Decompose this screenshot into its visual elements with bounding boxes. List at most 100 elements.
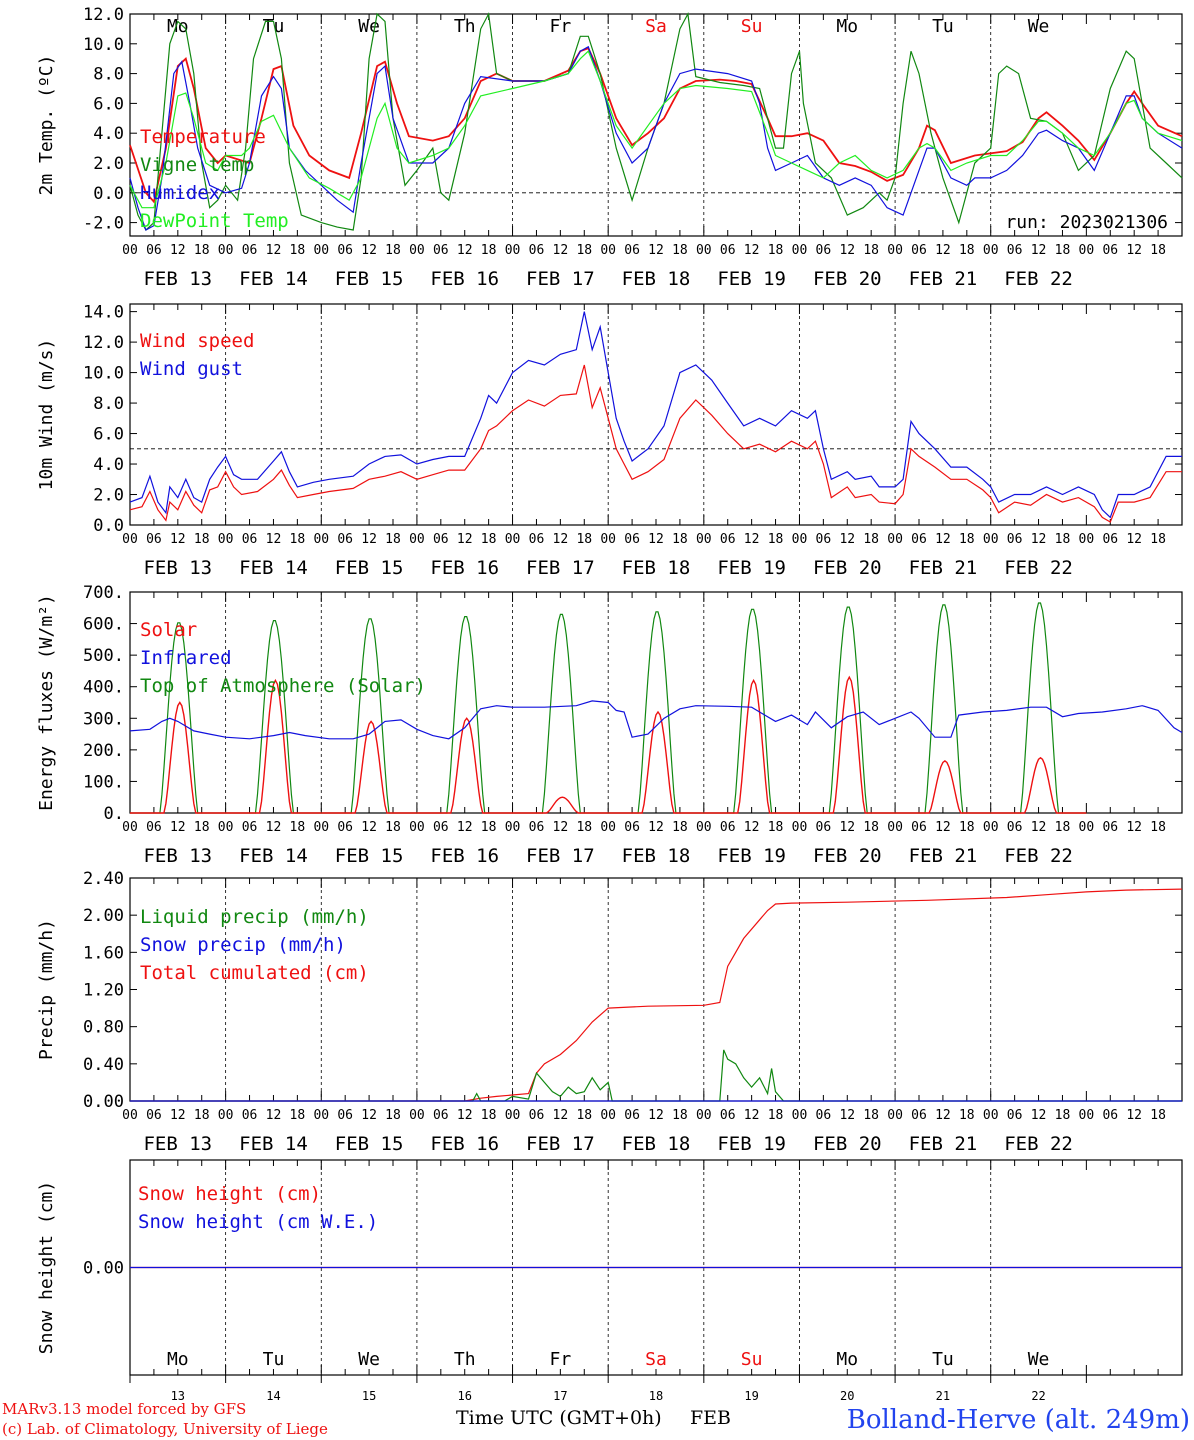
legend-entry: Wind gust bbox=[140, 358, 243, 380]
hour-tick-label: 12 bbox=[1031, 820, 1047, 835]
hour-tick-label: 18 bbox=[959, 1108, 975, 1123]
hour-tick-label: 00 bbox=[313, 532, 329, 547]
hour-tick-label: 18 bbox=[290, 532, 306, 547]
hour-tick-label: 12 bbox=[1126, 532, 1142, 547]
hour-tick-label: 00 bbox=[696, 243, 712, 258]
temperature-series-line bbox=[129, 47, 1183, 204]
y-tick-label: 200. bbox=[83, 741, 124, 761]
weekday-label: We bbox=[1028, 16, 1050, 37]
weekday-label: Su bbox=[741, 1349, 763, 1370]
hour-tick-label: 12 bbox=[839, 243, 855, 258]
toa-series-line bbox=[895, 604, 991, 814]
date-label: FEB 16 bbox=[430, 1133, 499, 1155]
hour-tick-label: 06 bbox=[433, 243, 449, 258]
gust-series-line bbox=[129, 311, 1182, 519]
hour-tick-label: 18 bbox=[863, 1108, 879, 1123]
dewpoint-series-line bbox=[129, 50, 1183, 209]
y-axis-label: Energy fluxes (W/m²) bbox=[36, 594, 57, 811]
y-tick-label: 0.00 bbox=[83, 1259, 124, 1279]
hour-tick-label: 12 bbox=[1031, 243, 1047, 258]
hour-tick-label: 12 bbox=[170, 1108, 186, 1123]
hour-tick-label: 12 bbox=[744, 532, 760, 547]
toa-series-line bbox=[130, 622, 226, 814]
y-tick-label: 400. bbox=[83, 678, 124, 698]
weekday-label: Tu bbox=[263, 1349, 285, 1370]
precip-panel: 0.00 0.40 0.80 1.20 1.60 2.00 2.40 Precip (mm/h… bbox=[36, 869, 1183, 1155]
weekday-label: Mo bbox=[836, 1349, 858, 1370]
solar-series-line bbox=[895, 760, 991, 814]
hour-tick-label: 12 bbox=[266, 1108, 282, 1123]
hour-tick-label: 00 bbox=[696, 820, 712, 835]
solar-series-line bbox=[321, 720, 417, 814]
weekday-label: Su bbox=[741, 16, 763, 37]
y-tick-label: 500. bbox=[83, 646, 124, 666]
y-tick-label: 0.40 bbox=[83, 1055, 124, 1075]
solar-series-line bbox=[799, 675, 896, 814]
toa-series-line bbox=[512, 613, 609, 814]
hour-tick-label: 18 bbox=[290, 243, 306, 258]
date-label: FEB 21 bbox=[909, 1133, 978, 1155]
toa-series-line bbox=[416, 616, 513, 814]
month-label: FEB bbox=[690, 1407, 731, 1429]
hour-tick-label: 18 bbox=[959, 532, 975, 547]
hour-tick-label: 18 bbox=[768, 1108, 784, 1123]
day-number-label: 22 bbox=[1031, 1389, 1045, 1403]
day-number-label: 18 bbox=[649, 1389, 663, 1403]
weekday-label: Mo bbox=[836, 16, 858, 37]
day-number-label: 13 bbox=[171, 1389, 185, 1403]
hour-tick-label: 12 bbox=[935, 532, 951, 547]
date-label: FEB 16 bbox=[430, 557, 499, 579]
hour-tick-label: 12 bbox=[361, 820, 377, 835]
hour-tick-label: 06 bbox=[146, 243, 162, 258]
hour-tick-label: 18 bbox=[1150, 532, 1166, 547]
date-label: FEB 13 bbox=[143, 268, 212, 290]
hour-tick-label: 00 bbox=[313, 1108, 329, 1123]
hour-tick-label: 18 bbox=[672, 532, 688, 547]
y-axis-label: Precip (mm/h) bbox=[36, 919, 57, 1060]
hour-tick-label: 12 bbox=[553, 532, 569, 547]
y-tick-label: 4.0 bbox=[93, 455, 124, 475]
hour-tick-label: 06 bbox=[816, 532, 832, 547]
hour-tick-label: 00 bbox=[122, 1108, 138, 1123]
y-tick-label: 0.0 bbox=[93, 184, 124, 204]
hour-tick-label: 12 bbox=[839, 820, 855, 835]
hour-tick-label: 06 bbox=[1102, 532, 1118, 547]
y-tick-label: 8.0 bbox=[93, 394, 124, 414]
hour-tick-label: 00 bbox=[505, 820, 521, 835]
solar-series-line bbox=[990, 756, 1087, 814]
hour-tick-label: 00 bbox=[887, 1108, 903, 1123]
solar-series-line bbox=[703, 678, 800, 814]
hour-tick-label: 06 bbox=[146, 532, 162, 547]
hour-tick-label: 00 bbox=[600, 1108, 616, 1123]
hour-tick-label: 12 bbox=[1031, 532, 1047, 547]
hour-tick-label: 06 bbox=[337, 532, 353, 547]
hour-tick-label: 00 bbox=[409, 532, 425, 547]
run-annotation: run: 2023021306 bbox=[1005, 212, 1168, 233]
hour-tick-label: 00 bbox=[600, 820, 616, 835]
snow-panel: 0.00 Snow height (cm) Mo Tu We Th Fr Sa Su Mo Tu We… bbox=[36, 1159, 1183, 1403]
hour-tick-label: 06 bbox=[911, 532, 927, 547]
hour-tick-label: 00 bbox=[409, 1108, 425, 1123]
hour-tick-label: 06 bbox=[529, 532, 545, 547]
day-number-label: 16 bbox=[458, 1389, 472, 1403]
hour-tick-label: 06 bbox=[911, 1108, 927, 1123]
hour-tick-label: 00 bbox=[792, 1108, 808, 1123]
hour-tick-label: 00 bbox=[1079, 532, 1095, 547]
weekday-label: We bbox=[358, 1349, 380, 1370]
date-label: FEB 18 bbox=[622, 557, 691, 579]
y-axis-label: Snow height (cm) bbox=[36, 1181, 57, 1354]
date-label: FEB 22 bbox=[1004, 557, 1073, 579]
hour-tick-label: 00 bbox=[792, 532, 808, 547]
hour-tick-label: 06 bbox=[433, 532, 449, 547]
hour-tick-label: 00 bbox=[505, 243, 521, 258]
hour-tick-label: 18 bbox=[385, 820, 401, 835]
hour-tick-label: 12 bbox=[170, 532, 186, 547]
toa-series-line bbox=[990, 602, 1087, 814]
hour-tick-label: 00 bbox=[218, 1108, 234, 1123]
date-label: FEB 18 bbox=[622, 268, 691, 290]
legend-entry: Humidex bbox=[140, 182, 220, 204]
hour-tick-label: 00 bbox=[218, 820, 234, 835]
hour-tick-label: 06 bbox=[529, 243, 545, 258]
temperature-panel: -2.0 0.0 2.0 4.0 6.0 8.0 10.0 12.0 2m Temp. (ºC)… bbox=[36, 5, 1183, 290]
